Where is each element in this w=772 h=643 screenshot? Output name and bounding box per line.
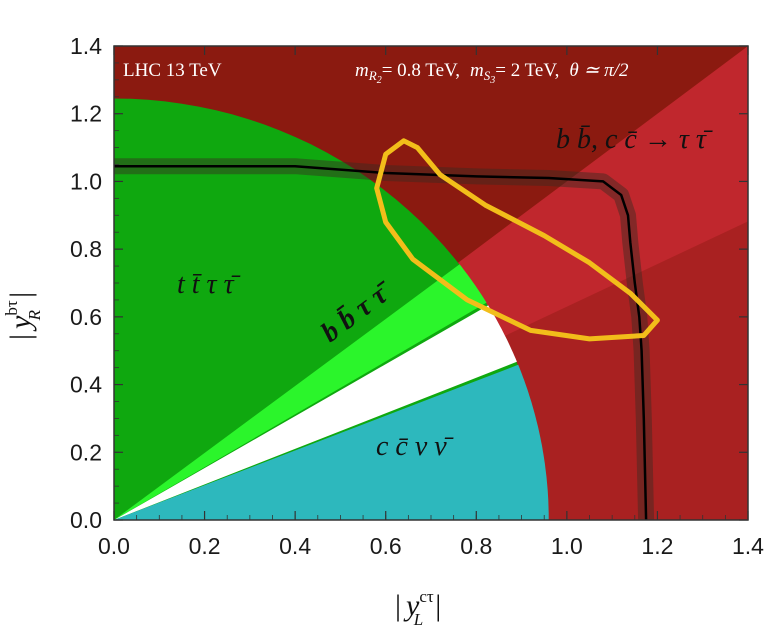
param3-angle: θ ≃ π/2 bbox=[569, 60, 629, 81]
y-tick-label: 1.2 bbox=[70, 101, 102, 127]
region-white-gap bbox=[114, 305, 517, 520]
y-tick-label: 1.4 bbox=[70, 33, 102, 59]
y-axis-sub: R bbox=[25, 309, 44, 321]
region-ccnunu bbox=[114, 364, 549, 520]
energy-label: LHC 13 TeV bbox=[123, 60, 222, 81]
fit-contour bbox=[374, 138, 660, 342]
x-axis-bar-right: | bbox=[435, 589, 441, 622]
y-tick-label: 0.2 bbox=[70, 439, 102, 465]
param2-value: = 2 TeV, bbox=[495, 60, 559, 81]
y-axis-bar-right: | bbox=[4, 292, 37, 298]
x-tick-label: 1.2 bbox=[641, 533, 673, 559]
y-axis-sup: bτ bbox=[2, 300, 21, 316]
y-axis-var: y bbox=[4, 315, 37, 332]
x-tick-label: 0.6 bbox=[370, 533, 402, 559]
param1-symbol: m bbox=[355, 60, 369, 81]
x-tick-label: 0.2 bbox=[189, 533, 221, 559]
x-axis-var: y bbox=[403, 589, 420, 622]
plot-regions bbox=[114, 46, 748, 520]
x-tick-label: 1.0 bbox=[551, 533, 583, 559]
y-tick-label: 0.0 bbox=[70, 507, 102, 533]
y-tick-label: 0.6 bbox=[70, 304, 102, 330]
x-tick-label: 0.4 bbox=[279, 533, 311, 559]
x-tick-label: 1.4 bbox=[732, 533, 764, 559]
exclusion-contour bbox=[114, 164, 648, 520]
param1-subsubscript: 2 bbox=[377, 75, 382, 86]
label-bb-cc-tautau: b b̄, c c̄ → τ τ̄ bbox=[556, 124, 713, 155]
param2-symbol: m bbox=[470, 60, 484, 81]
region-bbtautau bbox=[114, 264, 487, 520]
axis-ticks: 0.0 0.2 0.4 0.6 0.8 1.0 1.2 1.4 0.0 0.2 0.4 0.6 0.8 1… bbox=[70, 33, 764, 559]
label-ttautau: t t̄ τ τ̄ bbox=[177, 269, 241, 300]
x-axis-sup: cτ bbox=[419, 587, 434, 606]
x-axis-bar-left: | bbox=[395, 589, 401, 622]
y-tick-label: 1.0 bbox=[70, 168, 102, 194]
y-tick-label: 0.4 bbox=[70, 372, 102, 398]
param1-value: = 0.8 TeV, bbox=[382, 60, 460, 81]
y-tick-label: 0.8 bbox=[70, 236, 102, 262]
param2-subsubscript: 3 bbox=[489, 75, 495, 86]
parameters-label: mR2= 0.8 TeV, mS3= 2 TeV, θ ≃ π/2 bbox=[355, 60, 629, 86]
x-tick-label: 0.0 bbox=[98, 533, 130, 559]
plot-contours bbox=[114, 138, 660, 520]
x-axis-title: | ycτ L | bbox=[395, 587, 441, 629]
y-axis-bar-left: | bbox=[4, 334, 37, 340]
x-axis-sub: L bbox=[413, 610, 423, 629]
param1-subscript: R bbox=[368, 68, 377, 83]
param2-subscript: S bbox=[484, 68, 491, 83]
x-tick-label: 0.8 bbox=[460, 533, 492, 559]
y-axis-title: | ybτ R | bbox=[2, 292, 44, 340]
label-ccnunu: c c̄ ν ν̄ bbox=[376, 431, 454, 462]
